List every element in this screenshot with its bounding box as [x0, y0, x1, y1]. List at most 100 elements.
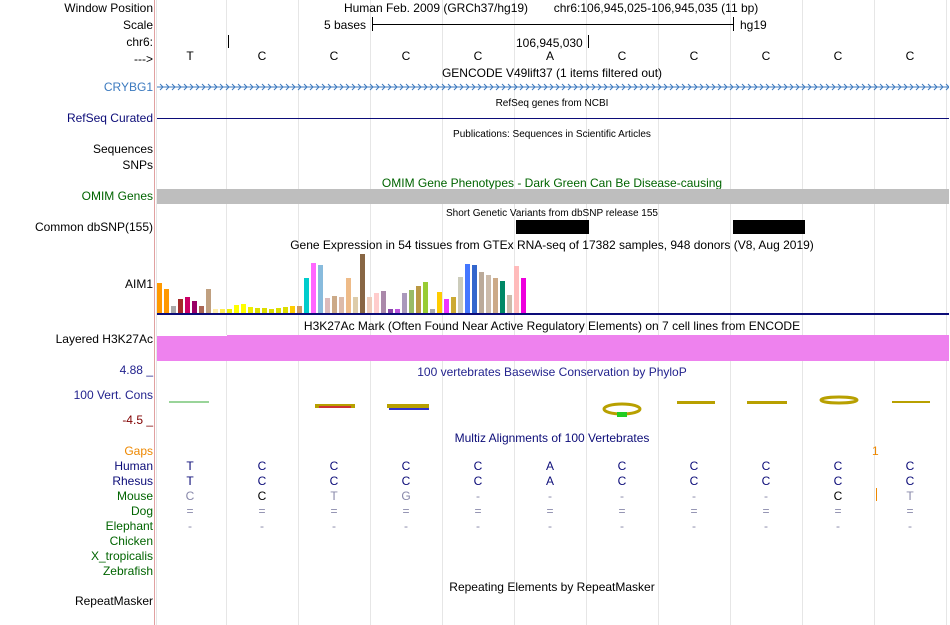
- repeatmasker-track-label[interactable]: RepeatMasker: [74, 594, 153, 608]
- intron-chevron: [945, 83, 949, 91]
- sequences-track-label[interactable]: Sequences: [92, 142, 153, 156]
- refseq-track-label[interactable]: RefSeq Curated: [66, 111, 153, 125]
- species-label-elephant[interactable]: Elephant: [105, 519, 153, 533]
- reference-base: T: [186, 49, 194, 63]
- intron-chevron: [759, 83, 764, 91]
- omim-feature-bar[interactable]: [157, 189, 949, 204]
- intron-chevron: [519, 83, 524, 91]
- intron-chevron: [939, 83, 944, 91]
- intron-chevron: [915, 83, 920, 91]
- intron-chevron: [423, 83, 428, 91]
- intron-chevron: [477, 83, 482, 91]
- omim-track-label[interactable]: OMIM Genes: [81, 189, 153, 203]
- intron-chevron: [537, 83, 542, 91]
- gtex-tissue-bar: [269, 309, 274, 313]
- intron-chevron: [237, 83, 242, 91]
- aligned-base: -: [404, 519, 408, 533]
- intron-chevron: [843, 83, 848, 91]
- gridline: [658, 0, 659, 625]
- intron-chevron: [171, 83, 176, 91]
- intron-chevron: [777, 83, 782, 91]
- dbsnp-track-title: Short Genetic Variants from dbSNP releas…: [446, 208, 658, 219]
- gtex-tissue-bar: [409, 290, 414, 313]
- gencode-track-title: GENCODE V49lift37 (1 items filtered out): [441, 66, 663, 80]
- intron-chevron: [819, 83, 824, 91]
- intron-chevron: [381, 83, 386, 91]
- intron-chevron: [513, 83, 518, 91]
- gtex-tissue-bar: [185, 297, 190, 313]
- species-label-mouse[interactable]: Mouse: [116, 489, 153, 503]
- h3k27ac-track-label[interactable]: Layered H3K27Ac: [55, 332, 153, 346]
- intron-chevrons: [159, 83, 949, 91]
- gtex-tissue-bar: [339, 297, 344, 313]
- species-label-chicken[interactable]: Chicken: [109, 534, 153, 548]
- species-label-dog[interactable]: Dog: [130, 504, 153, 518]
- center-coordinate: 106,945,030: [516, 36, 583, 50]
- intron-chevron: [909, 83, 914, 91]
- gtex-expression-chart[interactable]: [157, 252, 537, 314]
- refseq-track-title: RefSeq genes from NCBI: [495, 98, 609, 109]
- reference-base: C: [833, 49, 843, 63]
- gtex-tissue-bar: [297, 306, 302, 313]
- crybg1-gene-feature[interactable]: [157, 82, 949, 92]
- intron-chevron: [165, 83, 170, 91]
- gtex-track-title: Gene Expression in 54 tissues from GTEx …: [290, 238, 814, 252]
- phylop-logo-track[interactable]: [157, 392, 949, 420]
- dbsnp-track-label[interactable]: Common dbSNP(155): [34, 220, 153, 234]
- intron-chevron: [561, 83, 566, 91]
- aligned-base: C: [905, 474, 915, 488]
- phylop-track-label[interactable]: 100 Vert. Cons: [73, 388, 153, 402]
- aligned-base: C: [689, 459, 699, 473]
- intron-chevron: [435, 83, 440, 91]
- intron-chevron: [483, 83, 488, 91]
- intron-chevron: [417, 83, 422, 91]
- assembly-title: Human Feb. 2009 (GRCh37/hg19): [343, 1, 529, 15]
- intron-chevron: [693, 83, 698, 91]
- intron-chevron: [333, 83, 338, 91]
- gtex-gene-label[interactable]: AIM1: [124, 277, 153, 291]
- intron-chevron: [813, 83, 818, 91]
- h3k27ac-signal[interactable]: [157, 335, 949, 361]
- dbsnp-variant[interactable]: [516, 220, 589, 234]
- intron-chevron: [549, 83, 554, 91]
- intron-chevron: [273, 83, 278, 91]
- intron-chevron: [201, 83, 206, 91]
- intron-chevron: [345, 83, 350, 91]
- gap-count: 1: [872, 444, 879, 458]
- scale-bar-text: 5 bases: [323, 18, 367, 32]
- species-label-rhesus[interactable]: Rhesus: [112, 474, 153, 488]
- intron-chevron: [885, 83, 890, 91]
- dbsnp-variant[interactable]: [733, 220, 805, 234]
- intron-chevron: [195, 83, 200, 91]
- intron-chevron: [471, 83, 476, 91]
- intron-chevron: [177, 83, 182, 91]
- gtex-baseline: [157, 313, 949, 315]
- scale-bar-right-tick: [733, 17, 734, 31]
- chrom-label: chr6:: [126, 35, 153, 49]
- reference-base: C: [473, 49, 483, 63]
- species-label-x_tropicalis[interactable]: X_tropicalis: [90, 549, 153, 563]
- gtex-tissue-bar: [360, 254, 365, 313]
- aligned-base: C: [689, 474, 699, 488]
- gtex-tissue-bar: [388, 309, 393, 313]
- omim-track-title: OMIM Gene Phenotypes - Dark Green Can Be…: [381, 176, 723, 190]
- intron-chevron: [213, 83, 218, 91]
- intron-chevron: [861, 83, 866, 91]
- refseq-gene-line[interactable]: [157, 118, 949, 119]
- intron-chevron: [591, 83, 596, 91]
- gtex-tissue-bar: [213, 309, 218, 313]
- gridline: [586, 0, 587, 625]
- gtex-tissue-bar: [437, 292, 442, 313]
- intron-chevron: [579, 83, 584, 91]
- species-label-human[interactable]: Human: [114, 459, 153, 473]
- gene-label-crybg1[interactable]: CRYBG1: [103, 80, 153, 94]
- species-label-zebrafish[interactable]: Zebrafish: [102, 564, 153, 578]
- aligned-base: =: [762, 504, 770, 518]
- intron-chevron: [465, 83, 470, 91]
- intron-chevron: [411, 83, 416, 91]
- aligned-base: T: [330, 489, 338, 503]
- aligned-base: C: [257, 474, 267, 488]
- intron-chevron: [663, 83, 668, 91]
- snps-track-label[interactable]: SNPs: [122, 158, 153, 172]
- gaps-label[interactable]: Gaps: [124, 444, 153, 458]
